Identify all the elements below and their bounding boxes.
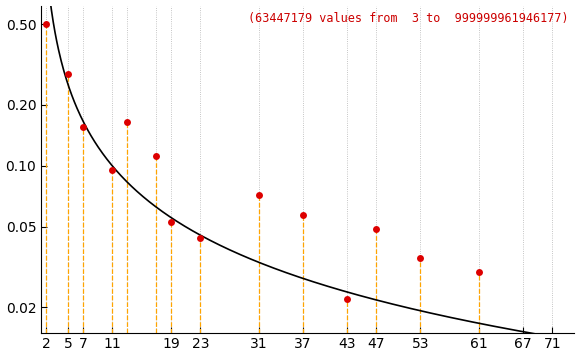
Text: (63447179 values from  3 to  999999961946177): (63447179 values from 3 to 9999999619461… [248,12,569,25]
